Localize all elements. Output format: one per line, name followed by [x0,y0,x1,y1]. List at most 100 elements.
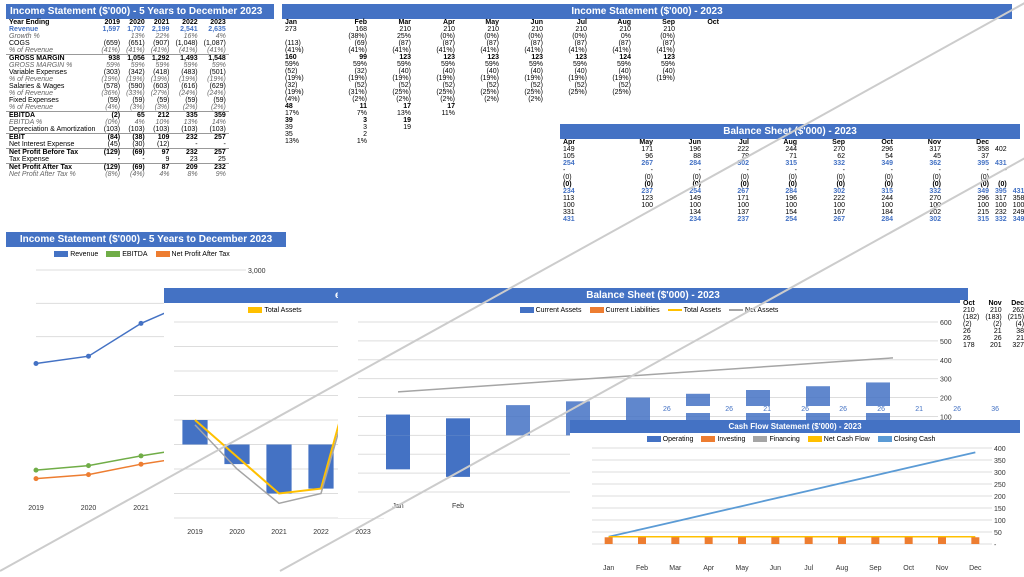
svg-text:Feb: Feb [636,565,648,572]
cell: 270 [800,146,848,153]
cell: (629) [201,83,229,90]
cell: (69) [123,164,148,172]
row-label: EBIT [6,134,98,142]
cell: 267 [608,160,656,167]
svg-text:Apr: Apr [703,565,715,572]
cell: 96 [608,153,656,160]
cell: (8%) [98,171,123,178]
month-header: Sep [800,139,848,146]
month-header: Apr [560,139,608,146]
cell: (3%) [148,104,173,112]
legend-item: Closing Cash [878,436,936,443]
cell: 317 [896,146,944,153]
svg-text:Oct: Oct [903,565,914,572]
cell: (590) [123,83,148,90]
cell: 210 [590,26,634,33]
cell [590,103,634,110]
month-header: Jun [502,19,546,26]
cell: (0) [944,181,992,188]
cell: (0) [800,181,848,188]
cell: (19%) [282,75,326,82]
cell: 938 [98,55,123,63]
row-label: % of Revenue [6,47,98,55]
row-label: Net Profit After Tax % [6,171,98,178]
cell: (342) [123,69,148,76]
cell [678,89,722,96]
cell: (41%) [546,47,590,54]
cell: 59% [123,62,148,69]
cell: 267 [704,188,752,195]
cell: 88 [656,153,704,160]
cell: (52) [370,82,414,89]
cell [458,103,502,110]
cell: - [752,167,800,174]
cell [634,82,678,89]
cell: (40) [634,68,678,75]
cell: 19 [370,117,414,124]
cell: 45 [896,153,944,160]
cashflow-legend: OperatingInvestingFinancingNet Cash Flow… [570,433,1020,444]
cell: - [98,156,123,164]
cell: (616) [172,83,200,90]
cell: 123 [414,54,458,61]
cell [678,110,722,117]
cell: 62 [800,153,848,160]
cell: 100 [944,202,992,209]
cell: 210 [458,26,502,33]
row-label: Tax Expense [6,156,98,164]
cell: 196 [752,195,800,202]
cell: 270 [896,195,944,202]
cell: (0) [992,181,1010,188]
cell: 257 [201,134,229,142]
cell [502,117,546,124]
cell: 171 [704,195,752,202]
cell: 315 [752,160,800,167]
cell: 59% [634,61,678,68]
cell: (0) [608,174,656,181]
cell: 13% [282,138,326,145]
cell: 9 [148,156,173,164]
cell: 4% [201,33,229,40]
cell: 109 [148,134,173,142]
cell: 234 [560,188,608,195]
cell [678,68,722,75]
balance-sheet-table-panel: Balance Sheet ($'000) - 2023 AprMayJunJu… [560,124,1020,223]
cell: (129) [98,164,123,172]
legend-item: Current Assets [520,307,582,314]
svg-text:Jan: Jan [603,565,614,572]
cell: (41%) [123,47,148,55]
cell: 10% [148,119,173,126]
cell: 8% [172,171,200,178]
svg-text:500: 500 [940,339,952,346]
cell: 232 [172,149,200,157]
row-label: Variable Expenses [6,69,98,76]
cell: 358 [1010,195,1024,202]
cell: (0) [608,181,656,188]
legend-item: Net Cash Flow [808,436,870,443]
cell [458,117,502,124]
svg-text:2021: 2021 [271,529,287,536]
cell: (3%) [123,104,148,112]
cell: (36%) [98,90,123,97]
cell: (2%) [414,96,458,103]
cell: (59) [148,97,173,104]
cell [546,110,590,117]
cell: 210 [502,26,546,33]
cell: (0%) [414,33,458,40]
col-header: 2023 [201,19,229,26]
cell: 105 [560,153,608,160]
svg-text:350: 350 [994,458,1006,465]
cell: (603) [148,83,173,90]
cell: 3 [326,117,370,124]
cell: - [608,167,656,174]
col-header: Year Ending [6,19,98,26]
cell [678,61,722,68]
cell: 296 [848,146,896,153]
balance-sheet-legend: Current AssetsCurrent LiabilitiesTotal A… [338,303,968,316]
cell: (1,048) [172,40,200,47]
balance-sheet-table: AprMayJunJulAugSepOctNovDec1491711962222… [560,139,1024,223]
cell: 212 [148,112,173,120]
row-label: Net Profit After Tax [6,164,98,172]
cell: 100 [1010,202,1024,209]
row-label: GROSS MARGIN % [6,62,98,69]
